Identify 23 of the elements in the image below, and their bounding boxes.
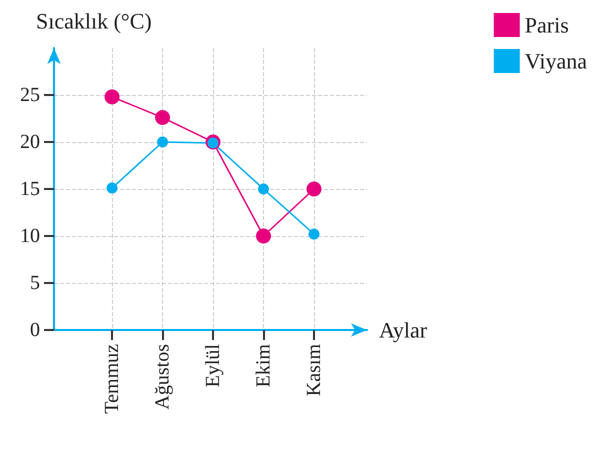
y-tick-label: 5 bbox=[30, 272, 40, 294]
y-axis-title: Sıcaklık (°C) bbox=[36, 8, 152, 34]
point bbox=[256, 228, 272, 244]
x-tick-label: Ağustos bbox=[152, 344, 174, 410]
y-tick-label: 20 bbox=[20, 131, 40, 153]
y-tick-label: 25 bbox=[20, 84, 40, 106]
x-tick-label: Kasım bbox=[302, 344, 325, 396]
x-tick-label: Temmuz bbox=[101, 344, 124, 414]
point bbox=[258, 184, 270, 194]
point bbox=[104, 89, 120, 104]
legend-label: Viyana bbox=[524, 48, 588, 74]
y-tick-label: 0 bbox=[30, 319, 40, 341]
x-tick-label: Eylül bbox=[202, 344, 224, 388]
point bbox=[308, 228, 320, 240]
point bbox=[106, 182, 118, 194]
point bbox=[157, 136, 168, 148]
y-tick-label: 10 bbox=[20, 225, 40, 247]
x-tick-label: Ekim bbox=[252, 344, 275, 388]
point bbox=[306, 182, 322, 196]
point bbox=[155, 110, 170, 126]
y-tick-label: 15 bbox=[20, 178, 40, 200]
legend-label: Paris bbox=[524, 12, 569, 38]
x-axis-title: Aylar bbox=[379, 318, 428, 342]
